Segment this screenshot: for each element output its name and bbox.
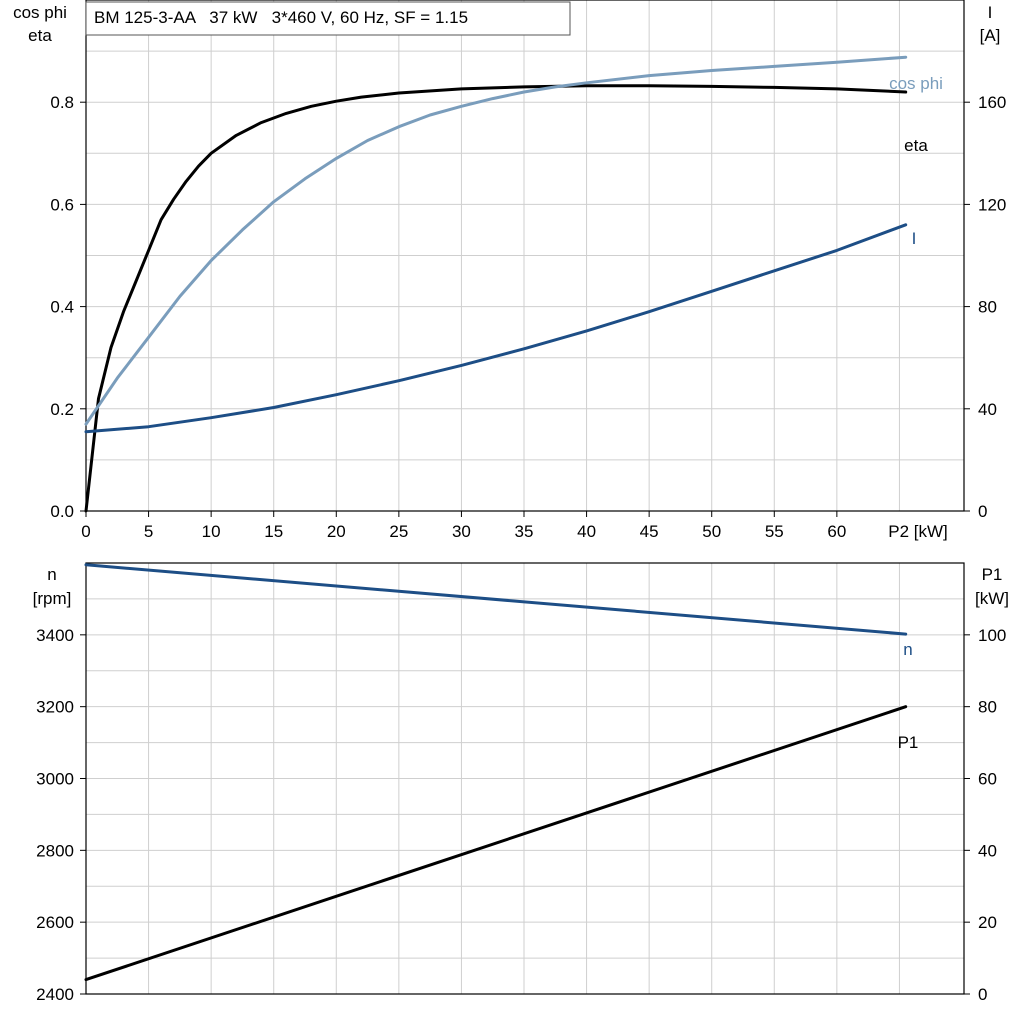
top-right-tick-label: 160 xyxy=(978,93,1006,112)
x-tick-label: 55 xyxy=(765,522,784,541)
bottom-right-tick-label: 20 xyxy=(978,913,997,932)
bottom-left-tick-label: 3000 xyxy=(36,770,74,789)
top-right-axis-label-line2: [A] xyxy=(980,26,1001,45)
bottom-series-group: n P1 xyxy=(84,563,919,982)
top-right-tick-label: 0 xyxy=(978,502,987,521)
x-tick-label: 5 xyxy=(144,522,153,541)
top-plot-frame xyxy=(85,0,965,512)
chart-title-box: BM 125-3-AA 37 kW 3*460 V, 60 Hz, SF = 1… xyxy=(85,1,571,36)
top-right-tick-label: 120 xyxy=(978,195,1006,214)
bottom-left-tick-label: 2600 xyxy=(36,913,74,932)
bottom-grid xyxy=(86,563,964,994)
bottom-right-tick-label: 80 xyxy=(978,698,997,717)
series-label-cos-phi: cos phi xyxy=(889,74,943,93)
bottom-left-axis-label-line2: [rpm] xyxy=(33,589,72,608)
series-label-n: n xyxy=(903,640,912,659)
bottom-right-axis-label-line1: P1 xyxy=(982,565,1003,584)
top-series-group: eta cos phi I xyxy=(84,55,943,513)
bottom-left-tick-label: 3200 xyxy=(36,698,74,717)
top-left-tick-label: 0.6 xyxy=(50,195,74,214)
x-tick-label: 10 xyxy=(202,522,221,541)
top-chart-panel: 0.0 0.2 0.4 0.6 0.8 0 40 80 120 160 0 5 10 15 20 25 30 35… xyxy=(13,0,1006,541)
x-tick-label: 30 xyxy=(452,522,471,541)
top-left-tick-label: 0.0 xyxy=(50,502,74,521)
series-line-cos-phi xyxy=(84,55,908,426)
x-axis-label: P2 [kW] xyxy=(888,522,948,541)
bottom-right-tick-label: 60 xyxy=(978,770,997,789)
series-label-i: I xyxy=(912,229,917,248)
bottom-right-axis-label-line2: [kW] xyxy=(975,589,1009,608)
top-right-tick-label: 80 xyxy=(978,298,997,317)
top-left-tick-label: 0.4 xyxy=(50,298,74,317)
top-left-tick-label: 0.8 xyxy=(50,93,74,112)
top-left-tick-label: 0.2 xyxy=(50,400,74,419)
bottom-right-tick-label: 0 xyxy=(978,985,987,1004)
x-tick-label: 50 xyxy=(702,522,721,541)
series-label-p1: P1 xyxy=(898,733,919,752)
series-line-eta xyxy=(84,84,908,513)
x-tick-label: 20 xyxy=(327,522,346,541)
bottom-chart-panel: 2400 2600 2800 3000 3200 3400 0 20 40 60 80 100 n [… xyxy=(33,562,1009,1004)
top-left-axis-label-line2: eta xyxy=(28,26,52,45)
bottom-left-tick-label: 2400 xyxy=(36,985,74,1004)
bottom-left-tick-label: 3400 xyxy=(36,626,74,645)
top-left-axis-label-line1: cos phi xyxy=(13,3,67,22)
x-tick-label: 0 xyxy=(81,522,90,541)
top-tick-labels: 0.0 0.2 0.4 0.6 0.8 0 40 80 120 160 0 5 10 15 20 25 30 35… xyxy=(50,93,1006,541)
chart-title: BM 125-3-AA 37 kW 3*460 V, 60 Hz, SF = 1… xyxy=(94,8,468,27)
series-line-n xyxy=(84,563,908,636)
top-right-tick-label: 40 xyxy=(978,400,997,419)
x-tick-label: 45 xyxy=(640,522,659,541)
x-tick-label: 60 xyxy=(827,522,846,541)
bottom-left-tick-label: 2800 xyxy=(36,841,74,860)
top-right-axis-label-line1: I xyxy=(988,3,993,22)
x-tick-label: 35 xyxy=(515,522,534,541)
bottom-left-axis-label-line1: n xyxy=(47,565,56,584)
bottom-right-tick-label: 40 xyxy=(978,841,997,860)
bottom-tick-labels: 2400 2600 2800 3000 3200 3400 0 20 40 60 80 100 xyxy=(36,626,1006,1004)
series-line-i xyxy=(84,223,908,434)
x-tick-label: 25 xyxy=(389,522,408,541)
x-tick-label: 40 xyxy=(577,522,596,541)
bottom-right-tick-label: 100 xyxy=(978,626,1006,645)
series-line-p1 xyxy=(84,705,908,982)
series-label-eta: eta xyxy=(904,136,928,155)
x-tick-label: 15 xyxy=(264,522,283,541)
